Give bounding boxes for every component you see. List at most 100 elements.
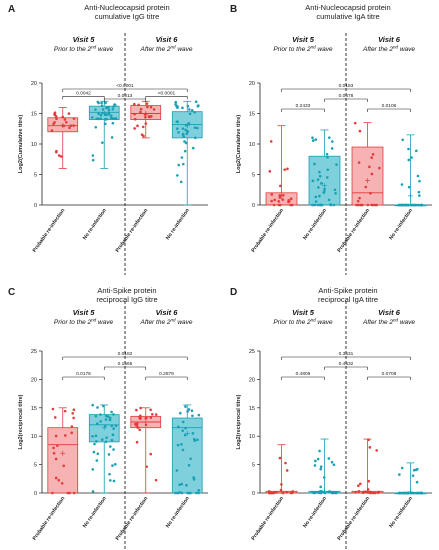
data-point bbox=[270, 199, 273, 203]
data-point bbox=[327, 457, 331, 460]
data-point bbox=[366, 488, 370, 491]
data-point bbox=[95, 117, 99, 120]
data-point bbox=[278, 196, 282, 199]
data-point bbox=[138, 428, 142, 432]
visit-subtitle-main: Prior to the 2 bbox=[54, 46, 92, 53]
data-point bbox=[61, 115, 65, 119]
box-3 bbox=[394, 462, 427, 495]
data-point bbox=[319, 467, 323, 471]
x-category-label: Probable re-infection bbox=[336, 208, 371, 254]
data-point bbox=[111, 433, 115, 437]
data-point bbox=[279, 184, 282, 188]
data-point bbox=[63, 118, 67, 121]
data-point bbox=[356, 203, 360, 207]
data-point bbox=[400, 466, 404, 470]
data-point bbox=[109, 445, 112, 448]
y-tick-label: 0 bbox=[252, 203, 255, 209]
x-category-label: No re-infection bbox=[302, 496, 328, 529]
data-point bbox=[145, 465, 148, 468]
data-point bbox=[334, 191, 337, 195]
data-point bbox=[188, 112, 192, 116]
data-point bbox=[369, 491, 373, 495]
data-point bbox=[139, 107, 143, 111]
data-point bbox=[326, 155, 329, 159]
panel-title-line: Anti-Nucleocapsid protein bbox=[84, 3, 169, 12]
data-point bbox=[416, 491, 420, 495]
data-point bbox=[54, 476, 58, 480]
box-0 bbox=[265, 444, 298, 495]
data-point bbox=[110, 424, 114, 428]
data-point bbox=[53, 121, 56, 124]
data-point bbox=[72, 117, 76, 120]
data-point bbox=[415, 149, 418, 153]
data-point bbox=[275, 491, 278, 494]
data-point bbox=[290, 491, 294, 494]
data-point bbox=[99, 117, 103, 121]
y-tick-label: 10 bbox=[31, 434, 37, 440]
data-point bbox=[378, 166, 381, 170]
panel-title-line: Anti-Spike protein bbox=[97, 286, 156, 295]
x-category-label: No re-infection bbox=[388, 208, 414, 241]
data-point bbox=[110, 410, 113, 414]
visit-subtitle-sup: nd bbox=[171, 318, 177, 323]
box-1 bbox=[308, 438, 341, 495]
data-point bbox=[104, 440, 108, 444]
data-point bbox=[187, 491, 190, 495]
data-point bbox=[401, 138, 404, 142]
data-point bbox=[193, 439, 197, 442]
data-point bbox=[50, 129, 54, 132]
data-point bbox=[108, 416, 112, 420]
data-point bbox=[187, 122, 191, 125]
data-point bbox=[107, 111, 111, 115]
data-point bbox=[103, 113, 107, 116]
panel-title-line: Anti-Spike protein bbox=[318, 286, 377, 295]
p-value-label: 0.0708 bbox=[382, 371, 397, 377]
y-tick-label: 20 bbox=[31, 81, 37, 87]
data-point bbox=[150, 115, 153, 118]
data-point bbox=[418, 194, 421, 197]
data-point bbox=[196, 438, 199, 442]
data-point bbox=[154, 413, 158, 416]
y-tick-label: 0 bbox=[252, 491, 255, 497]
data-point bbox=[95, 459, 99, 462]
data-point bbox=[407, 185, 411, 189]
data-point bbox=[179, 180, 183, 184]
data-point bbox=[289, 197, 293, 200]
data-point bbox=[330, 147, 334, 150]
data-point bbox=[410, 203, 413, 207]
data-point bbox=[108, 418, 112, 422]
data-point bbox=[412, 491, 416, 495]
data-point bbox=[177, 163, 181, 167]
data-point bbox=[70, 425, 74, 428]
data-point bbox=[283, 168, 287, 171]
data-point bbox=[410, 156, 413, 159]
data-point bbox=[64, 434, 67, 437]
significance-bracket: 0.0013 bbox=[103, 93, 147, 102]
data-point bbox=[174, 103, 177, 106]
data-point bbox=[268, 170, 272, 173]
data-point bbox=[416, 174, 420, 178]
data-point bbox=[273, 198, 276, 202]
panel-letter: A bbox=[8, 4, 15, 15]
data-point bbox=[375, 449, 378, 452]
visit-subtitle-sup: nd bbox=[171, 45, 177, 50]
data-point bbox=[180, 156, 184, 159]
visit-title: Visit 6 bbox=[378, 308, 401, 317]
data-point bbox=[91, 158, 95, 162]
data-point bbox=[270, 193, 274, 196]
data-point bbox=[94, 434, 98, 438]
data-point bbox=[54, 434, 58, 438]
significance-bracket: 0.0106 bbox=[367, 103, 411, 112]
data-point bbox=[177, 425, 180, 429]
data-point bbox=[53, 416, 57, 419]
data-point bbox=[332, 463, 336, 467]
y-tick-label: 10 bbox=[249, 434, 255, 440]
data-point bbox=[401, 491, 405, 495]
data-point bbox=[272, 491, 275, 495]
data-point bbox=[107, 106, 110, 109]
data-point bbox=[414, 203, 418, 207]
data-point bbox=[101, 141, 104, 144]
data-point bbox=[333, 188, 337, 192]
data-point bbox=[149, 105, 153, 109]
data-point bbox=[319, 485, 322, 489]
